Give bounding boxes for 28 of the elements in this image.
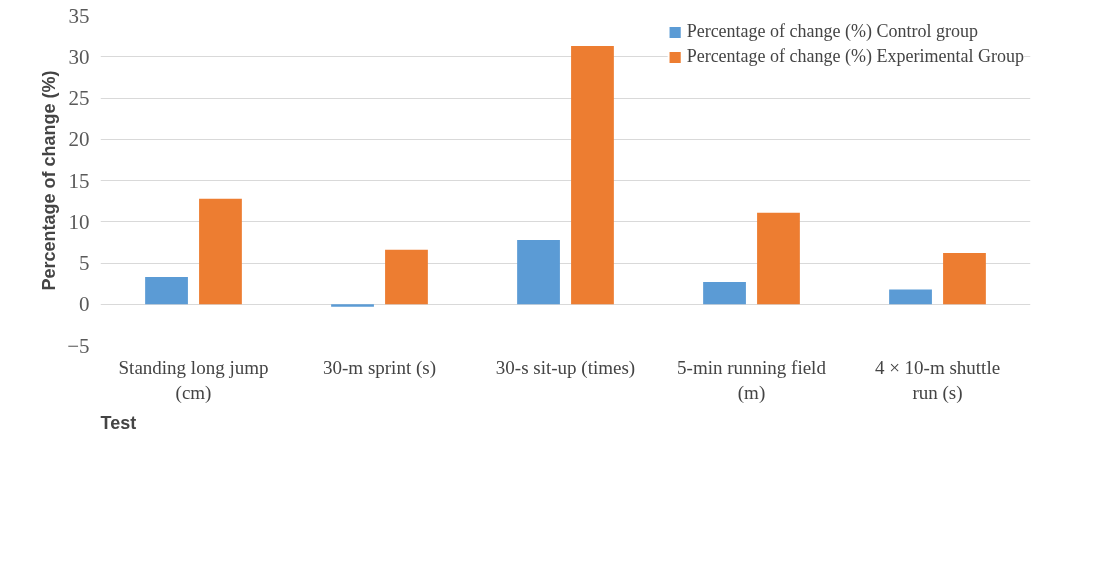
legend-label: Percentage of change (%) Experimental Group	[686, 46, 1024, 67]
y-tick-label: 0	[79, 292, 90, 317]
bar	[889, 289, 932, 305]
y-tick-label: 10	[68, 209, 90, 234]
x-axis-title: Test	[100, 412, 137, 433]
legend-label: Percentage of change (%) Control group	[686, 21, 979, 42]
bar	[703, 281, 746, 305]
y-tick-label: 35	[68, 3, 90, 28]
x-tick-label: Standing long jump (cm)	[118, 356, 269, 404]
x-tick-label: 30-m sprint (s)	[323, 356, 436, 379]
y-tick-label: 30	[68, 44, 90, 69]
x-tick-label: 4 × 10-m shuttle run (s)	[874, 356, 1001, 404]
y-tick-label: 25	[68, 86, 90, 110]
y-axis-title: Percentage of change (%)	[39, 70, 60, 291]
bar	[385, 249, 428, 305]
bar	[943, 253, 986, 305]
y-tick-label: 20	[68, 127, 90, 152]
y-tick-label: 15	[68, 168, 90, 193]
x-tick-label: 30-s sit-up (times)	[495, 356, 636, 379]
bar	[331, 304, 374, 307]
bar	[757, 212, 800, 305]
y-tick-label: −5	[67, 333, 90, 358]
bar	[517, 239, 560, 305]
bar	[145, 277, 188, 305]
x-tick-label: 5-min running field (m)	[677, 356, 827, 404]
bar	[571, 46, 614, 305]
bar	[199, 198, 242, 305]
y-tick-label: 5	[79, 251, 90, 275]
